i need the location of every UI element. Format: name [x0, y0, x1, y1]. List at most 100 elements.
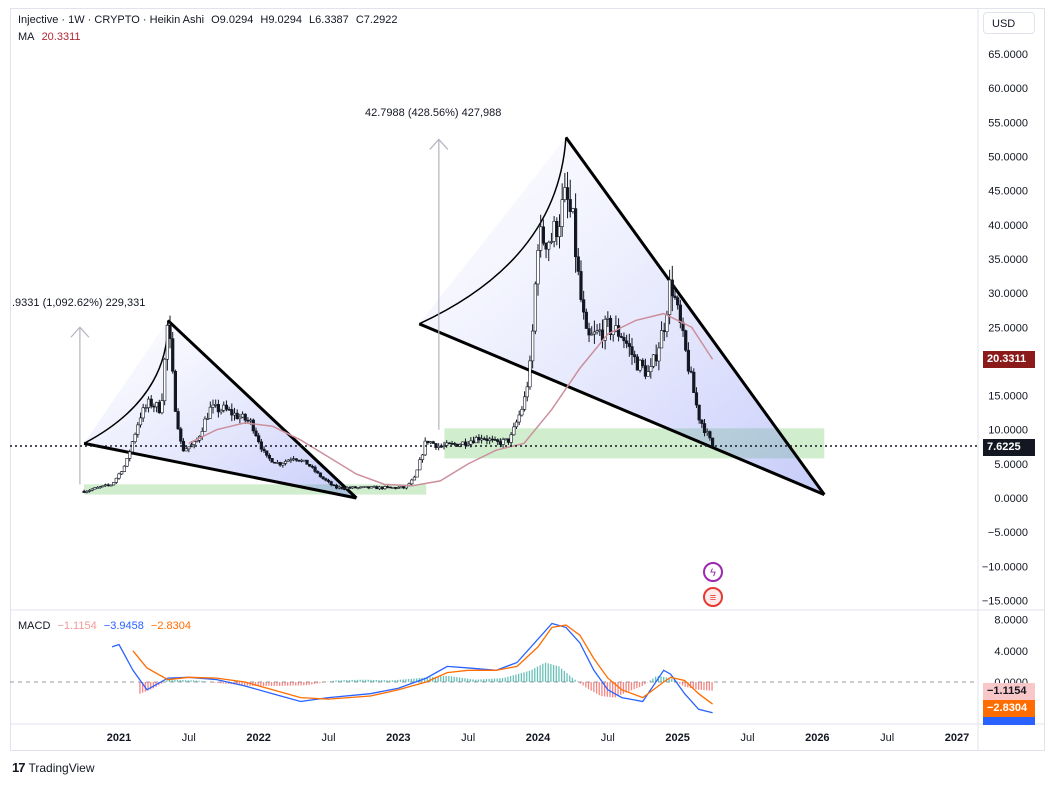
- x-tick-label: 2022: [246, 732, 270, 744]
- candle-body: [361, 486, 366, 489]
- candle-body: [155, 402, 159, 408]
- candle-body: [506, 438, 511, 443]
- candle-body: [262, 448, 266, 452]
- candle-body: [710, 437, 715, 447]
- candle-body: [590, 333, 594, 336]
- candle-body: [289, 459, 293, 461]
- candle-body: [254, 430, 258, 436]
- candle-body: [479, 438, 484, 441]
- candle-body: [522, 396, 527, 410]
- candle-body: [423, 440, 427, 456]
- candle-body: [509, 434, 513, 443]
- legend-macd-hist: −1.1154: [57, 620, 97, 632]
- candle-body: [420, 454, 425, 460]
- candle-body: [141, 407, 145, 419]
- candle-body: [533, 283, 537, 332]
- x-tick-label: Jul: [601, 732, 615, 744]
- candle-body: [192, 441, 196, 445]
- candle-body: [708, 431, 712, 439]
- candle-body: [343, 488, 347, 490]
- candle-body: [206, 418, 210, 420]
- candle-body: [670, 279, 674, 297]
- candle-body: [364, 486, 368, 488]
- candle-body: [496, 439, 500, 442]
- candle-body: [606, 317, 610, 320]
- candle-body: [181, 440, 186, 452]
- candle-body: [694, 392, 699, 406]
- legend-macd-label: MACD: [18, 620, 51, 632]
- candle-body: [428, 441, 433, 444]
- candle-body: [101, 485, 105, 488]
- lightning-icon[interactable]: ϟ: [703, 562, 723, 582]
- candle-body: [686, 349, 691, 372]
- legend-ma-value: 20.3311: [41, 31, 81, 43]
- x-tick-label: Jul: [740, 732, 754, 744]
- candle-body: [536, 250, 540, 285]
- candle-body: [98, 486, 102, 489]
- candle-body: [426, 440, 430, 444]
- macd-hist-tag: −1.1154: [983, 683, 1035, 700]
- candle-body: [576, 256, 580, 272]
- candle-body: [630, 346, 634, 355]
- y-tick-label: −10.0000: [982, 561, 1028, 573]
- candle-body: [144, 407, 148, 409]
- legend-symbol: Injective · 1W · CRYPTO · Heikin Ashi: [18, 14, 205, 26]
- legend-high: H9.0294: [260, 14, 302, 26]
- candle-body: [437, 445, 441, 448]
- candle-body: [326, 479, 331, 482]
- candle-body: [657, 347, 661, 362]
- candle-body: [633, 354, 637, 358]
- candle-body: [227, 408, 231, 411]
- y-tick-label: 50.0000: [988, 152, 1028, 164]
- candle-body: [514, 421, 519, 428]
- y-tick-label: 15.0000: [988, 391, 1028, 403]
- candle-body: [82, 490, 86, 493]
- x-tick-label: 2021: [107, 732, 131, 744]
- candle-body: [380, 486, 384, 490]
- ma-price-tag: 20.3311: [983, 351, 1035, 368]
- wedge-upper-trendline: [564, 136, 826, 496]
- candle-body: [641, 359, 645, 366]
- y-tick-label: 30.0000: [988, 288, 1028, 300]
- candle-body: [587, 328, 591, 336]
- candle-body: [103, 484, 108, 487]
- candle-body: [469, 440, 473, 445]
- candle-body: [208, 406, 212, 419]
- candle-body: [616, 325, 621, 337]
- candle-body: [120, 471, 124, 475]
- candle-body: [310, 465, 314, 468]
- candle-body: [278, 462, 282, 466]
- x-tick-label: Jul: [461, 732, 475, 744]
- candle-body: [286, 459, 290, 462]
- candle-body: [345, 487, 349, 490]
- candle-body: [654, 354, 658, 362]
- candle-body: [544, 242, 548, 250]
- candle-body: [702, 423, 707, 434]
- tradingview-text: TradingView: [28, 760, 95, 775]
- candle-body: [453, 443, 457, 445]
- candle-body: [329, 481, 333, 486]
- y-tick-label: 35.0000: [988, 254, 1028, 266]
- x-tick-label: 2027: [945, 732, 969, 744]
- macd-signal-tag: −2.8304: [983, 700, 1035, 717]
- macd-line: [111, 622, 713, 714]
- y-tick-label: −15.0000: [982, 595, 1028, 607]
- candle-body: [348, 487, 352, 489]
- candle-body: [168, 325, 172, 339]
- currency-button[interactable]: USD: [983, 12, 1035, 34]
- candle-body: [410, 479, 414, 485]
- candle-body: [240, 413, 245, 418]
- candle-body: [396, 487, 400, 489]
- candle-body: [369, 486, 374, 489]
- x-tick-label: 2024: [526, 732, 551, 744]
- candle-body: [203, 418, 207, 432]
- us-flag-icon[interactable]: ≡: [703, 587, 723, 607]
- candle-body: [525, 386, 529, 398]
- legend-open: O9.0294: [211, 14, 254, 26]
- tradingview-logo[interactable]: 17 TradingView: [12, 760, 95, 775]
- chart-frame: [10, 8, 1045, 751]
- candle-body: [90, 488, 94, 491]
- candle-body: [493, 439, 497, 441]
- candle-body: [308, 464, 312, 467]
